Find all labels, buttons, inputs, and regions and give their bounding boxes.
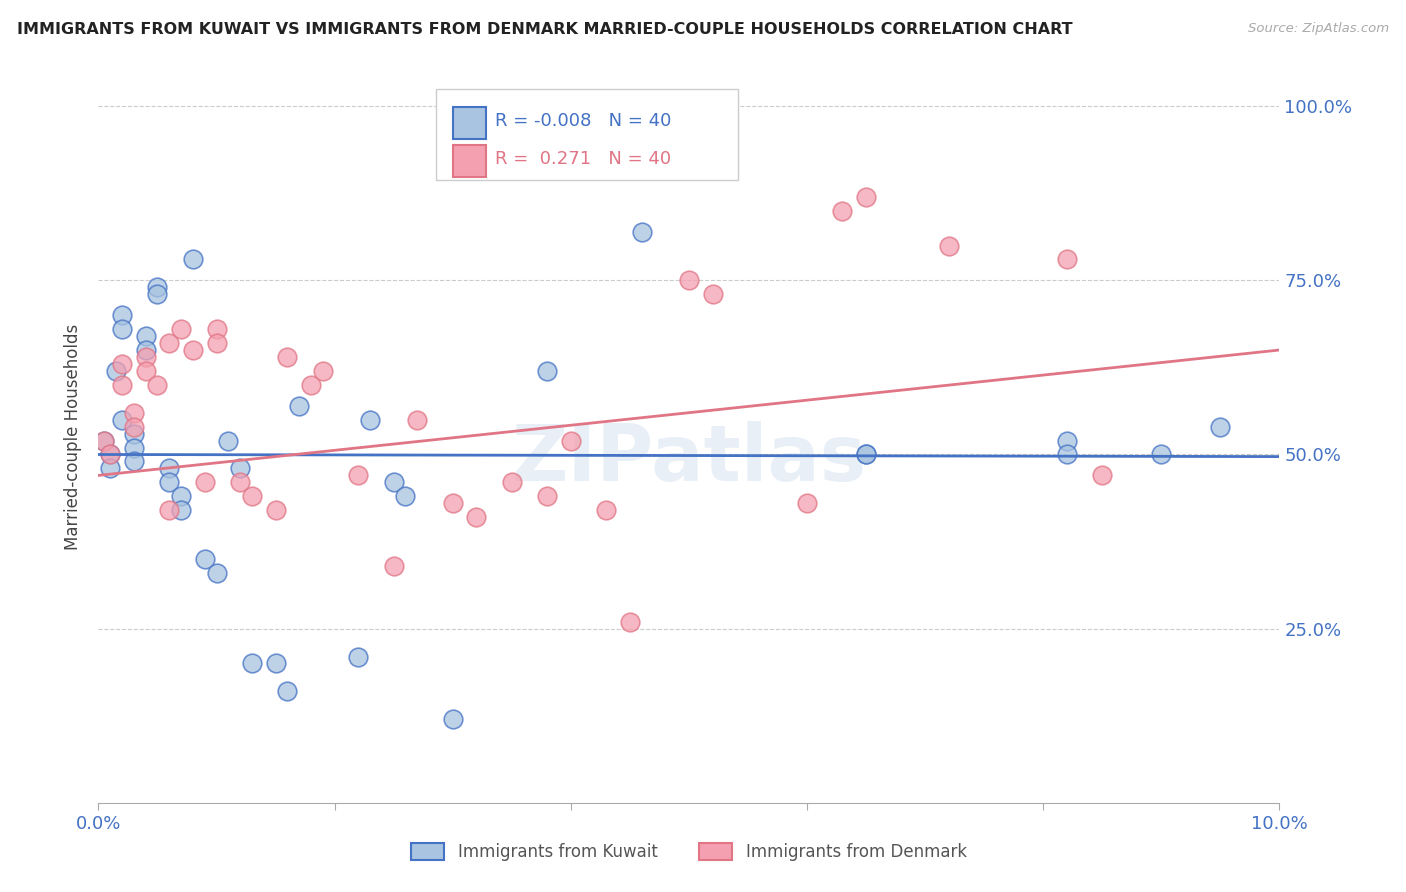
Point <box>855 448 877 462</box>
Point <box>217 434 239 448</box>
Point <box>205 566 228 580</box>
Point <box>98 461 121 475</box>
Point <box>111 377 134 392</box>
Point <box>111 322 134 336</box>
Point <box>264 503 287 517</box>
Point <box>135 343 157 357</box>
Point <box>264 657 287 671</box>
Text: R = -0.008   N = 40: R = -0.008 N = 40 <box>495 112 671 130</box>
Point <box>135 350 157 364</box>
Text: ZIPatlas: ZIPatlas <box>512 421 866 497</box>
Point <box>441 496 464 510</box>
Text: Source: ZipAtlas.com: Source: ZipAtlas.com <box>1249 22 1389 36</box>
Point <box>146 280 169 294</box>
Point <box>122 454 145 468</box>
Point <box>240 489 263 503</box>
Point <box>194 475 217 490</box>
Point <box>394 489 416 503</box>
Point <box>536 489 558 503</box>
Point <box>796 496 818 510</box>
Point <box>170 503 193 517</box>
Point <box>1056 448 1078 462</box>
Point <box>135 364 157 378</box>
Point <box>1091 468 1114 483</box>
Point <box>229 475 252 490</box>
Text: IMMIGRANTS FROM KUWAIT VS IMMIGRANTS FROM DENMARK MARRIED-COUPLE HOUSEHOLDS CORR: IMMIGRANTS FROM KUWAIT VS IMMIGRANTS FRO… <box>17 22 1073 37</box>
Point <box>299 377 322 392</box>
Point <box>135 329 157 343</box>
Point <box>170 489 193 503</box>
Point <box>111 357 134 371</box>
Point <box>146 377 169 392</box>
Point <box>205 336 228 351</box>
Point <box>181 252 204 267</box>
Point <box>170 322 193 336</box>
Point <box>595 503 617 517</box>
Point <box>194 552 217 566</box>
Point <box>93 434 115 448</box>
Point <box>157 336 180 351</box>
Point <box>122 426 145 441</box>
Point <box>855 190 877 204</box>
Point <box>678 273 700 287</box>
Text: R =  0.271   N = 40: R = 0.271 N = 40 <box>495 150 671 168</box>
Point <box>382 475 405 490</box>
Point <box>229 461 252 475</box>
Point <box>702 287 724 301</box>
Legend: Immigrants from Kuwait, Immigrants from Denmark: Immigrants from Kuwait, Immigrants from … <box>405 836 973 868</box>
Point <box>111 412 134 426</box>
Point <box>347 649 370 664</box>
Point <box>288 399 311 413</box>
Point <box>359 412 381 426</box>
Point <box>1056 434 1078 448</box>
Point <box>157 475 180 490</box>
Point <box>146 287 169 301</box>
Point <box>347 468 370 483</box>
Point <box>1056 252 1078 267</box>
Point <box>122 441 145 455</box>
Point <box>98 448 121 462</box>
Point <box>382 558 405 573</box>
Point <box>157 461 180 475</box>
Point <box>276 350 298 364</box>
Point <box>501 475 523 490</box>
Point <box>536 364 558 378</box>
Point <box>630 225 652 239</box>
Point <box>312 364 335 378</box>
Point <box>938 238 960 252</box>
Point <box>205 322 228 336</box>
Point <box>157 503 180 517</box>
Point <box>560 434 582 448</box>
Point <box>406 412 429 426</box>
Point <box>855 448 877 462</box>
Point <box>111 308 134 322</box>
Point <box>122 406 145 420</box>
Point <box>181 343 204 357</box>
Point <box>105 364 128 378</box>
Point <box>619 615 641 629</box>
Point <box>98 448 121 462</box>
Point <box>93 434 115 448</box>
Y-axis label: Married-couple Households: Married-couple Households <box>63 324 82 550</box>
Point <box>831 203 853 218</box>
Point <box>240 657 263 671</box>
Point <box>465 510 488 524</box>
Point <box>1150 448 1173 462</box>
Point <box>1209 419 1232 434</box>
Point <box>441 712 464 726</box>
Point <box>122 419 145 434</box>
Point <box>276 684 298 698</box>
